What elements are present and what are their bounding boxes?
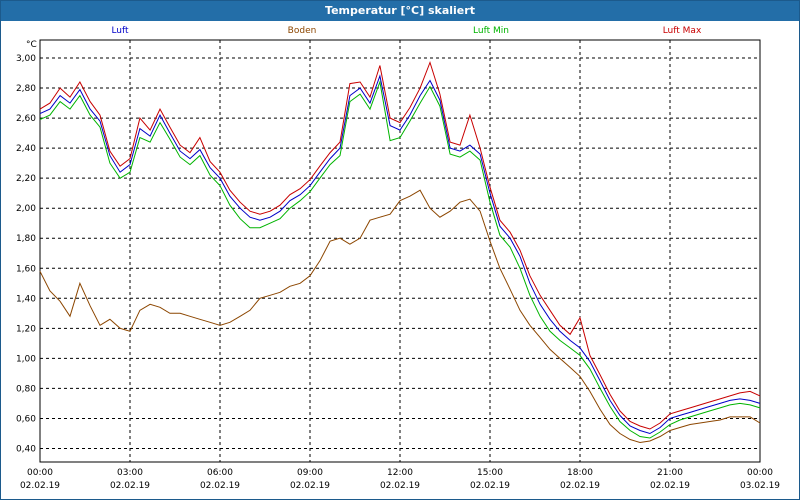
y-tick-label: 1,80 [16, 234, 36, 244]
series-line-luft-max [39, 60, 761, 430]
x-tick-time: 18:00 [567, 468, 593, 478]
legend-item: Luft Min [473, 26, 509, 36]
x-tick-time: 21:00 [657, 468, 683, 478]
plot-area [39, 39, 761, 463]
series-line-boden [39, 189, 761, 444]
x-tick-time: 03:00 [117, 468, 143, 478]
y-tick-label: 2,60 [16, 114, 36, 124]
y-axis-label: °C [26, 40, 37, 50]
y-tick-label: 2,40 [16, 144, 36, 154]
x-tick-date: 02.02.19 [20, 481, 60, 491]
legend-item: Luft [111, 26, 129, 36]
y-tick-label: 2,00 [16, 204, 36, 214]
y-tick-label: 3,00 [16, 54, 36, 64]
legend-item: Luft Max [663, 26, 702, 36]
y-tick-label: 0,40 [16, 444, 36, 454]
series-line-luft [39, 74, 761, 435]
legend: Luft Boden Luft Min Luft Max [111, 26, 702, 36]
series-lines [39, 60, 761, 444]
grid [40, 40, 760, 462]
temperature-chart: °C 3,00 2,80 2,60 2,40 2,20 2,00 1,80 1,60 1,40 1… [16, 26, 780, 491]
x-tick-date: 02.02.19 [650, 481, 690, 491]
x-tick-time: 00:00 [747, 468, 773, 478]
y-tick-label: 2,80 [16, 84, 36, 94]
y-tick-label: 1,20 [16, 324, 36, 334]
x-tick-time: 09:00 [297, 468, 323, 478]
x-tick-labels: 00:00 02.02.19 03:00 02.02.19 06:00 02.02.19 0… [20, 468, 780, 491]
y-tick-labels: 3,00 2,80 2,60 2,40 2,20 2,00 1,80 1,60 1,40 1,20… [16, 54, 36, 454]
series-line-luft-min [39, 80, 761, 439]
x-tick-time: 15:00 [477, 468, 503, 478]
window-title: Temperatur [°C] skaliert [1, 1, 799, 21]
x-tick-time: 06:00 [207, 468, 233, 478]
x-tick-time: 00:00 [27, 468, 53, 478]
y-tick-label: 0,80 [16, 384, 36, 394]
x-tick-time: 12:00 [387, 468, 413, 478]
x-tick-date: 03.02.19 [740, 481, 780, 491]
x-tick-date: 02.02.19 [200, 481, 240, 491]
x-tick-date: 02.02.19 [290, 481, 330, 491]
y-tick-label: 0,60 [16, 414, 36, 424]
x-tick-date: 02.02.19 [470, 481, 510, 491]
x-tick-date: 02.02.19 [380, 481, 420, 491]
y-tick-label: 2,20 [16, 174, 36, 184]
y-tick-label: 1,00 [16, 354, 36, 364]
x-tick-date: 02.02.19 [110, 481, 150, 491]
x-tick-date: 02.02.19 [560, 481, 600, 491]
y-tick-label: 1,40 [16, 294, 36, 304]
legend-item: Boden [288, 26, 317, 36]
y-tick-label: 1,60 [16, 264, 36, 274]
